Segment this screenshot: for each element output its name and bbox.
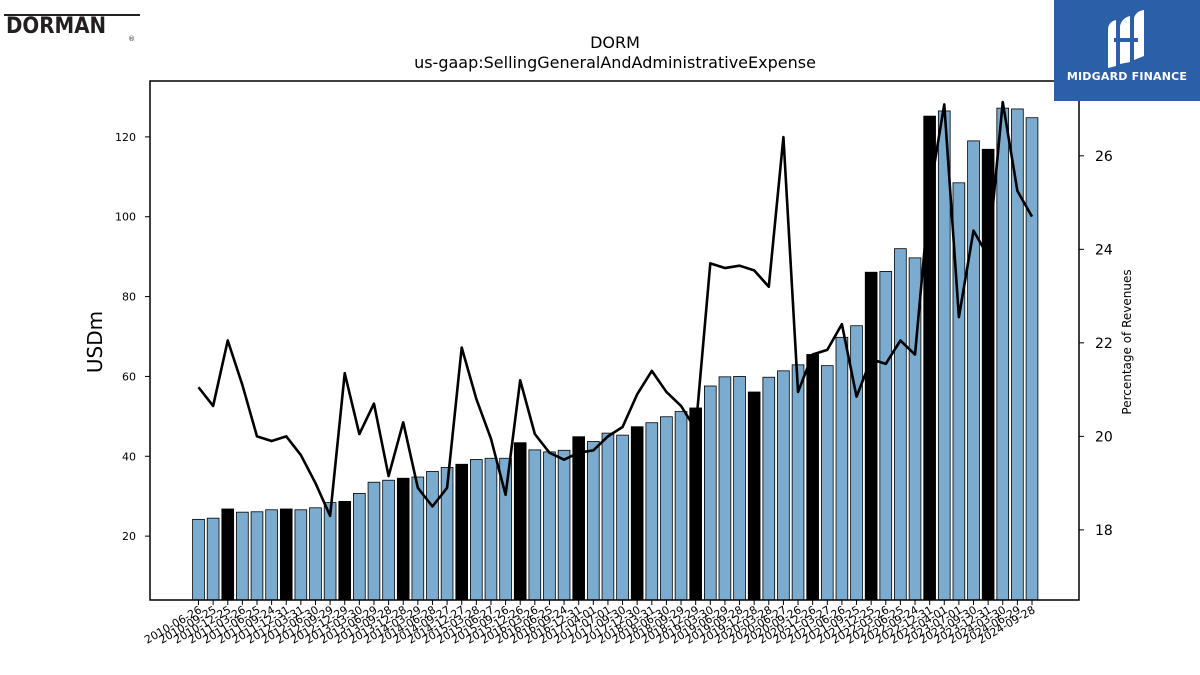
y-tick-label-left: 80 xyxy=(122,291,136,304)
bar xyxy=(513,442,527,601)
bar xyxy=(250,511,264,601)
bar xyxy=(718,376,732,601)
y-tick-label-left: 20 xyxy=(122,530,136,543)
bar xyxy=(221,508,235,601)
y-tick-label-right: 22 xyxy=(1095,336,1113,352)
bar xyxy=(879,271,893,601)
bar xyxy=(484,457,498,601)
bar xyxy=(353,493,366,601)
bar xyxy=(967,140,980,601)
bar xyxy=(396,477,410,601)
y-tick-label-left: 60 xyxy=(122,370,136,383)
bar xyxy=(338,500,352,601)
bar xyxy=(323,502,337,601)
bar xyxy=(1011,108,1024,601)
bar xyxy=(470,459,483,601)
bar xyxy=(557,449,571,601)
y-tick-label-left: 120 xyxy=(115,131,136,144)
right-axis: 18 20 22 24 26 xyxy=(1079,149,1113,539)
bar xyxy=(265,509,278,601)
bar xyxy=(820,365,834,601)
bar xyxy=(762,376,776,601)
bar xyxy=(382,479,395,601)
bar xyxy=(616,434,629,601)
dorman-logo-stripe-icon xyxy=(4,14,140,16)
plot-frame xyxy=(149,80,1080,601)
bars-layer xyxy=(192,107,1039,601)
bar xyxy=(294,509,308,601)
bar xyxy=(850,325,863,601)
bar xyxy=(1025,117,1039,601)
bar xyxy=(777,370,790,601)
bar xyxy=(572,436,585,601)
bar xyxy=(206,517,220,601)
bar xyxy=(411,476,425,601)
registered-mark: ® xyxy=(128,35,135,43)
dorman-logo-text: DORMAN xyxy=(6,14,107,39)
bar xyxy=(587,441,600,601)
y-tick-label-right: 20 xyxy=(1095,429,1113,445)
chart-subtitle: us-gaap:SellingGeneralAndAdministrativeE… xyxy=(414,53,816,72)
y-axis-label-right: Percentage of Revenues xyxy=(1120,269,1134,414)
bar xyxy=(937,110,951,601)
bar xyxy=(236,511,249,601)
bar xyxy=(747,391,761,601)
bar xyxy=(835,336,849,601)
bar xyxy=(894,248,907,601)
y-tick-label-left: 40 xyxy=(122,450,136,463)
bar xyxy=(996,107,1010,601)
bar xyxy=(660,416,673,601)
bar xyxy=(704,385,717,601)
bar xyxy=(689,407,702,601)
y-axis-label-left: USDm xyxy=(83,311,107,373)
midgard-finance-logo: MIDGARD FINANCE xyxy=(1054,0,1200,101)
brand-name: MIDGARD FINANCE xyxy=(1066,70,1188,83)
x-axis: 2010-06-262010-09-252010-12-252011-03-26… xyxy=(142,600,1038,647)
y-tick-label-right: 24 xyxy=(1095,242,1113,258)
bar xyxy=(806,354,819,601)
y-tick-label-left: 100 xyxy=(115,211,136,224)
bar xyxy=(455,463,469,601)
bar xyxy=(528,449,542,601)
bar xyxy=(864,271,878,601)
bar xyxy=(601,432,615,601)
bar xyxy=(279,508,293,601)
series-line xyxy=(197,100,1034,518)
bar xyxy=(674,411,688,601)
bar xyxy=(645,422,659,601)
bar xyxy=(733,376,746,601)
midgard-logo-icon xyxy=(1108,10,1144,68)
bar xyxy=(192,518,205,601)
line-layer xyxy=(197,100,1034,518)
left-axis: 20 40 60 80 100 120 xyxy=(115,131,150,543)
bar xyxy=(543,451,556,601)
bar xyxy=(367,481,381,601)
dorman-logo: DORMAN xyxy=(6,14,106,40)
bar xyxy=(309,507,322,601)
y-tick-label-right: 26 xyxy=(1095,149,1113,165)
bar xyxy=(630,426,644,601)
y-tick-label-right: 18 xyxy=(1095,523,1113,539)
bar xyxy=(426,471,439,601)
chart-title: DORM xyxy=(590,33,640,52)
bar xyxy=(791,364,805,601)
